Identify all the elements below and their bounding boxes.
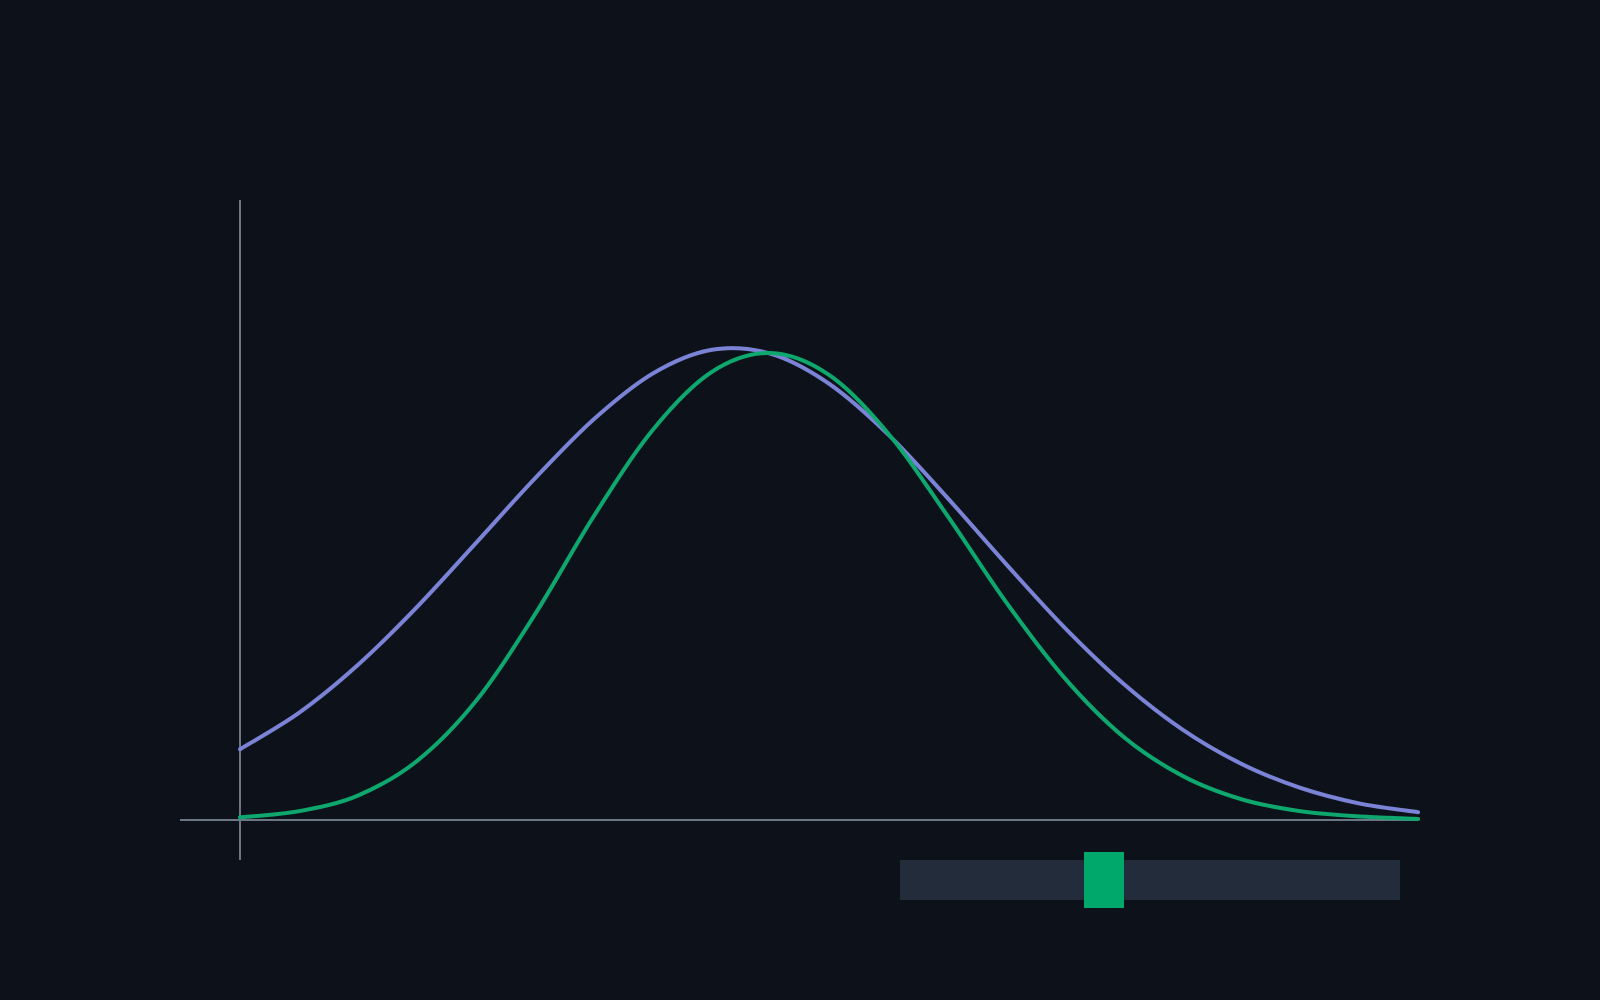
parameter-slider[interactable] [900,852,1400,908]
chart-series [238,346,1420,821]
series-line-2 [238,350,1420,821]
series-line-1 [238,346,1420,815]
slider-thumb[interactable] [1084,852,1124,908]
